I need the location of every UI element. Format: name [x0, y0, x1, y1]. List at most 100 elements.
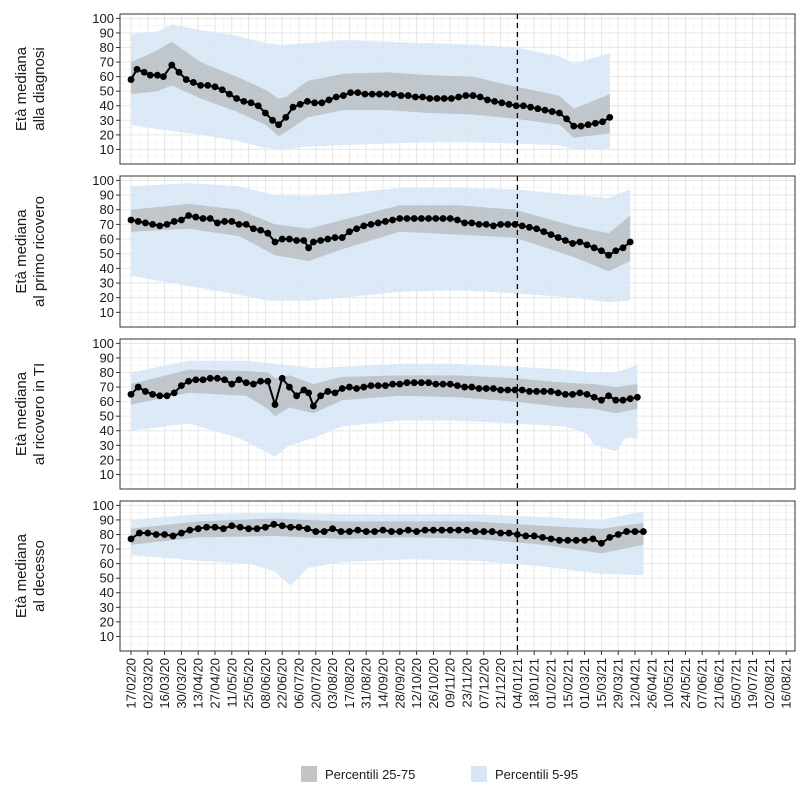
median-point: [163, 220, 171, 228]
y-axis-title: Età medianaalla diagnosi: [13, 46, 48, 131]
median-point: [206, 374, 214, 382]
median-point: [242, 379, 250, 387]
median-point: [564, 536, 572, 544]
median-point: [254, 102, 262, 110]
median-point: [347, 89, 354, 97]
median-point: [354, 89, 362, 97]
median-point: [440, 95, 448, 102]
y-tick-label: 30: [100, 113, 114, 128]
x-tick-label: 13/04/20: [191, 658, 206, 709]
median-point: [296, 100, 304, 108]
median-point: [482, 220, 490, 228]
median-point: [134, 383, 142, 391]
median-point: [160, 73, 167, 81]
y-tick-label: 20: [100, 127, 114, 142]
median-point: [199, 215, 207, 222]
median-point: [320, 528, 328, 535]
x-tick-label: 02/03/20: [140, 658, 155, 709]
median-point: [605, 392, 612, 400]
median-point: [469, 92, 477, 99]
median-point: [514, 531, 521, 538]
x-tick-label: 06/07/20: [292, 658, 307, 709]
median-point: [295, 523, 303, 531]
y-axis-title-line: al decesso: [31, 540, 48, 612]
median-point: [214, 219, 221, 227]
median-point: [218, 86, 226, 94]
x-tick-label: 22/06/20: [275, 658, 290, 709]
median-point: [432, 215, 440, 222]
y-tick-label: 10: [100, 142, 114, 157]
median-point: [605, 251, 612, 259]
y-tick-label: 30: [100, 600, 114, 615]
median-point: [484, 96, 491, 104]
median-point: [446, 380, 454, 388]
median-point: [421, 526, 429, 534]
median-point: [576, 238, 584, 246]
median-point: [418, 215, 425, 222]
bands: [131, 183, 631, 303]
median-point: [211, 523, 219, 531]
median-point: [462, 92, 470, 99]
median-point: [206, 215, 214, 222]
median-point: [169, 532, 177, 540]
y-axis-title-line: al primo ricovero: [31, 196, 48, 307]
median-point: [300, 237, 308, 244]
median-point: [170, 218, 178, 225]
median-point: [619, 244, 627, 252]
median-point: [619, 396, 627, 404]
median-point: [583, 241, 591, 249]
median-point: [518, 386, 526, 394]
median-point: [504, 386, 512, 394]
median-point: [305, 389, 312, 397]
median-point: [247, 99, 255, 107]
median-point: [631, 528, 639, 535]
median-point: [419, 93, 426, 101]
median-point: [371, 528, 378, 535]
median-point: [182, 76, 190, 83]
median-point: [144, 529, 152, 537]
median-point: [562, 390, 569, 398]
median-point: [577, 122, 585, 130]
median-point: [497, 529, 504, 537]
x-tick-label: 02/08/21: [762, 658, 777, 709]
median-point: [388, 528, 395, 535]
median-point: [482, 385, 490, 392]
median-point: [404, 526, 412, 534]
x-tick-label: 01/02/21: [544, 658, 559, 709]
y-axis-title-line: al ricovero in TI: [31, 363, 48, 465]
median-point: [396, 215, 404, 222]
median-point: [376, 90, 383, 98]
legend-swatch-25-75: [301, 766, 317, 782]
median-point: [156, 392, 164, 400]
x-tick-label: 28/09/20: [392, 658, 407, 709]
y-tick-label: 80: [100, 40, 114, 55]
median-point: [154, 71, 161, 79]
median-point: [512, 102, 520, 110]
median-point: [433, 95, 441, 102]
y-tick-label: 100: [92, 498, 114, 513]
median-point: [149, 390, 157, 398]
median-point: [534, 105, 542, 113]
x-tick-label: 07/06/21: [695, 658, 710, 709]
median-point: [305, 244, 312, 252]
median-point: [626, 238, 634, 246]
median-point: [332, 93, 340, 101]
median-point: [199, 376, 207, 384]
median-point: [317, 237, 324, 244]
median-point: [511, 220, 519, 228]
median-point: [547, 535, 555, 543]
median-point: [562, 237, 569, 244]
x-tick-label: 16/08/21: [779, 658, 794, 709]
median-point: [185, 212, 193, 219]
median-point: [541, 106, 549, 114]
median-point: [262, 523, 269, 531]
median-point: [396, 380, 404, 388]
median-point: [257, 377, 264, 385]
median-point: [262, 109, 269, 117]
median-point: [178, 382, 185, 390]
median-point: [425, 379, 432, 387]
median-point: [310, 402, 317, 410]
x-tick-label: 23/11/20: [460, 658, 475, 708]
median-point: [599, 118, 606, 126]
